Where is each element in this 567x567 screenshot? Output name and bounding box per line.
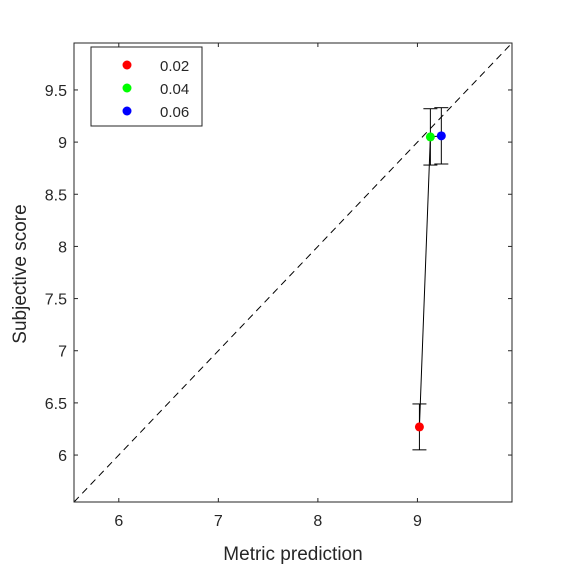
legend-label-0.02: 0.02 xyxy=(160,58,189,75)
legend-marker-0.02 xyxy=(122,60,132,70)
x-tick-label: 9 xyxy=(413,513,422,530)
y-tick-label: 6.5 xyxy=(45,396,67,413)
x-tick-label: 8 xyxy=(313,513,322,530)
y-tick-label: 8.5 xyxy=(45,187,67,204)
y-tick-label: 7 xyxy=(58,344,67,361)
y-tick-label: 6 xyxy=(58,448,67,465)
x-ticks-group: 6 7 8 9 xyxy=(114,43,422,530)
x-axis-label: Metric prediction xyxy=(223,544,362,565)
legend-label-0.06: 0.06 xyxy=(160,104,189,121)
data-point-0.06 xyxy=(436,131,446,141)
data-point-0.02 xyxy=(414,422,424,432)
points-group xyxy=(414,131,446,432)
y-tick-label: 9.5 xyxy=(45,83,67,100)
reference-diagonal-line xyxy=(73,42,513,503)
x-tick-label: 7 xyxy=(214,513,223,530)
y-tick-label: 9 xyxy=(58,135,67,152)
axes-box xyxy=(73,42,513,503)
plot-area: 6 7 8 9 6 6.5 7 7.5 8 8.5 9 9.5 xyxy=(45,42,513,530)
legend-box xyxy=(90,46,203,127)
y-tick-label: 7.5 xyxy=(45,292,67,309)
legend: 0.02 0.04 0.06 xyxy=(90,46,203,127)
legend-items: 0.02 0.04 0.06 xyxy=(122,58,189,121)
x-tick-label: 6 xyxy=(114,513,123,530)
data-point-0.04 xyxy=(425,132,435,142)
legend-label-0.04: 0.04 xyxy=(160,81,189,98)
y-ticks-group: 6 6.5 7 7.5 8 8.5 9 9.5 xyxy=(45,83,512,465)
y-tick-label: 8 xyxy=(58,239,67,256)
y-axis-label: Subjective score xyxy=(10,204,31,343)
legend-marker-0.04 xyxy=(122,83,132,93)
legend-marker-0.06 xyxy=(122,106,132,116)
